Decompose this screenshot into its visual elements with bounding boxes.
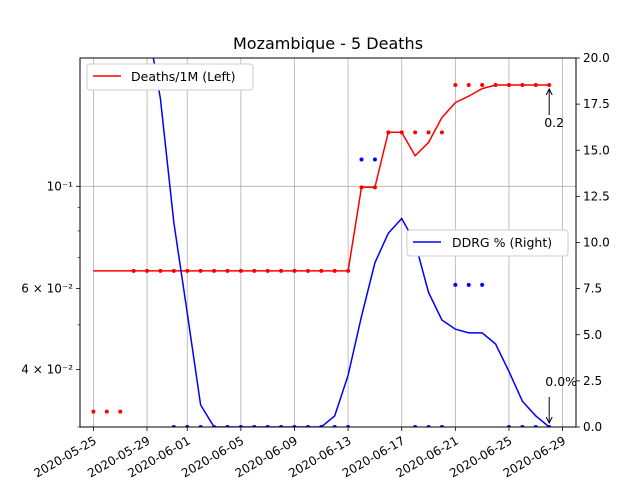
deaths-series: [91, 82, 552, 414]
deaths-point: [332, 268, 337, 273]
y-left-tick-label: 10⁻¹: [47, 179, 74, 193]
y-right-tick-label: 12.5: [583, 189, 610, 203]
deaths-point: [131, 268, 136, 273]
deaths-point: [359, 185, 364, 190]
deaths-point: [493, 82, 498, 87]
chart-title: Mozambique - 5 Deaths: [233, 34, 423, 53]
deaths-point: [145, 268, 150, 273]
deaths-point: [506, 82, 511, 87]
deaths-point: [238, 268, 243, 273]
deaths-point: [305, 268, 310, 273]
deaths-point: [426, 130, 431, 135]
deaths-point: [118, 409, 123, 414]
y-right-tick-label: 20.0: [583, 51, 610, 65]
y-left-tick-label: 4 × 10⁻²: [21, 362, 73, 376]
y-right-tick-label: 10.0: [583, 236, 610, 250]
y-right-tick-label: 5.0: [583, 328, 602, 342]
deaths-point: [212, 268, 217, 273]
deaths-point: [171, 268, 176, 273]
deaths-point: [198, 268, 203, 273]
annotations: 0.2 0.0%: [544, 87, 577, 425]
ddrg-point: [480, 282, 485, 287]
y-right-tick-label: 17.5: [583, 97, 610, 111]
legend-ddrg: DDRG % (Right): [406, 229, 569, 257]
annotation-arrowhead-ddrg: [545, 416, 553, 425]
deaths-point: [480, 82, 485, 87]
ddrg-point: [359, 157, 364, 162]
deaths-point: [466, 82, 471, 87]
deaths-point: [158, 268, 163, 273]
legend-deaths-label: Deaths/1M (Left): [131, 69, 236, 84]
y-right-tick-label: 15.0: [583, 143, 610, 157]
ddrg-point: [372, 157, 377, 162]
deaths-point: [104, 409, 109, 414]
y-right-tick-label: 0.0: [583, 420, 602, 434]
deaths-point: [91, 409, 96, 414]
deaths-point: [225, 268, 230, 273]
x-axis: 2020-05-252020-05-292020-06-012020-06-05…: [32, 427, 568, 480]
ddrg-line: [152, 58, 550, 427]
deaths-point: [372, 185, 377, 190]
deaths-point: [265, 268, 270, 273]
annotation-ddrg-label: 0.0%: [545, 374, 577, 389]
deaths-point: [520, 82, 525, 87]
deaths-point: [386, 130, 391, 135]
annotation-arrowhead-deaths: [545, 87, 553, 96]
deaths-point: [533, 82, 538, 87]
y-axis-left: 4 × 10⁻² 6 × 10⁻² 10⁻¹: [21, 179, 80, 428]
deaths-point: [399, 130, 404, 135]
y-right-tick-label: 2.5: [583, 374, 602, 388]
deaths-point: [439, 130, 444, 135]
legend-deaths: Deaths/1M (Left): [86, 63, 254, 91]
y-left-tick-label: 6 × 10⁻²: [21, 281, 73, 295]
y-right-tick-label: 7.5: [583, 282, 602, 296]
deaths-point: [185, 268, 190, 273]
deaths-point: [292, 268, 297, 273]
y-axis-right: 0.0 2.5 5.0 7.5 10.0 12.5 15.0 17.5 20.0: [576, 51, 610, 434]
ddrg-point: [453, 282, 458, 287]
legend-ddrg-label: DDRG % (Right): [452, 235, 552, 250]
deaths-point: [252, 268, 257, 273]
deaths-point: [279, 268, 284, 273]
ddrg-point: [466, 282, 471, 287]
deaths-point: [319, 268, 324, 273]
deaths-point: [346, 268, 351, 273]
deaths-point: [413, 130, 418, 135]
deaths-point: [453, 82, 458, 87]
deaths-point: [547, 82, 552, 87]
annotation-deaths-label: 0.2: [544, 115, 564, 130]
